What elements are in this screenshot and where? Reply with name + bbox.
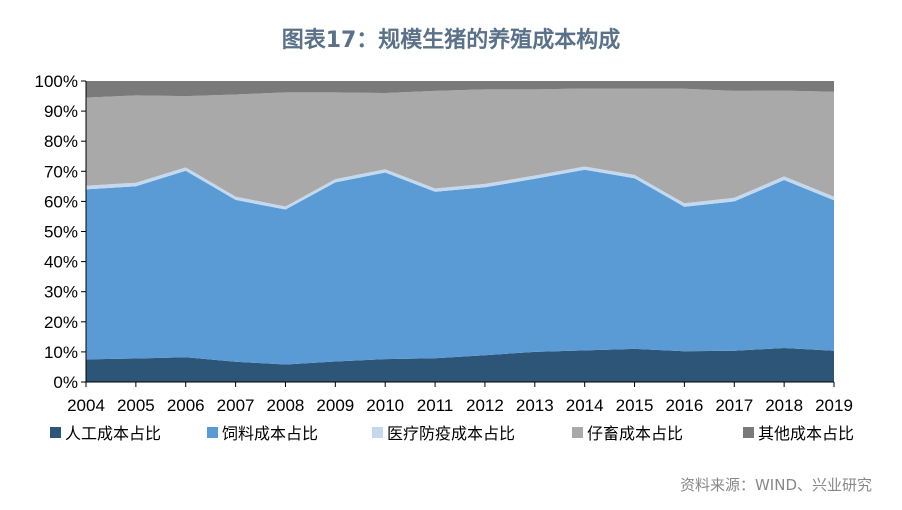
y-tick-label: 100%: [35, 72, 78, 91]
y-tick-label: 30%: [44, 283, 78, 302]
area-series-5: [86, 81, 834, 98]
x-tick-label: 2017: [715, 396, 753, 415]
legend-label: 仔畜成本占比: [587, 424, 683, 443]
area-series-1: [86, 348, 834, 382]
area-series-3: [86, 166, 834, 210]
source-note: 资料来源：WIND、兴业研究: [679, 476, 872, 494]
y-tick-label: 20%: [44, 313, 78, 332]
y-tick-label: 0%: [53, 373, 78, 392]
x-tick-label: 2018: [765, 396, 803, 415]
x-tick-label: 2010: [366, 396, 404, 415]
legend-swatch: [207, 427, 218, 438]
x-tick-label: 2009: [316, 396, 354, 415]
area-series-2: [86, 169, 834, 365]
x-tick-label: 2015: [616, 396, 654, 415]
x-tick-label: 2012: [466, 396, 504, 415]
legend-swatch: [50, 427, 61, 438]
legend-swatch: [572, 427, 583, 438]
x-tick-label: 2006: [167, 396, 205, 415]
legend-label: 其他成本占比: [758, 424, 854, 443]
y-tick-label: 60%: [44, 192, 78, 211]
y-tick-label: 40%: [44, 253, 78, 272]
x-tick-label: 2004: [67, 396, 105, 415]
legend-label: 医疗防疫成本占比: [387, 424, 515, 443]
area-series-4: [86, 88, 834, 207]
x-tick-label: 2011: [417, 396, 454, 415]
legend-label: 人工成本占比: [65, 424, 161, 443]
x-tick-label: 2016: [665, 396, 703, 415]
y-tick-label: 80%: [44, 132, 78, 151]
y-tick-label: 50%: [44, 223, 78, 242]
legend-swatch: [372, 427, 383, 438]
y-tick-label: 70%: [44, 162, 78, 181]
x-tick-label: 2014: [566, 396, 604, 415]
x-tick-label: 2005: [117, 396, 155, 415]
y-tick-label: 90%: [44, 102, 78, 121]
x-tick-label: 2019: [815, 396, 853, 415]
legend-swatch: [743, 427, 754, 438]
x-tick-label: 2007: [217, 396, 255, 415]
x-tick-label: 2013: [516, 396, 554, 415]
chart-title: 图表17：规模生猪的养殖成本构成: [281, 28, 621, 53]
y-tick-label: 10%: [44, 343, 78, 362]
x-tick-label: 2008: [267, 396, 305, 415]
legend-label: 饲料成本占比: [222, 424, 318, 443]
